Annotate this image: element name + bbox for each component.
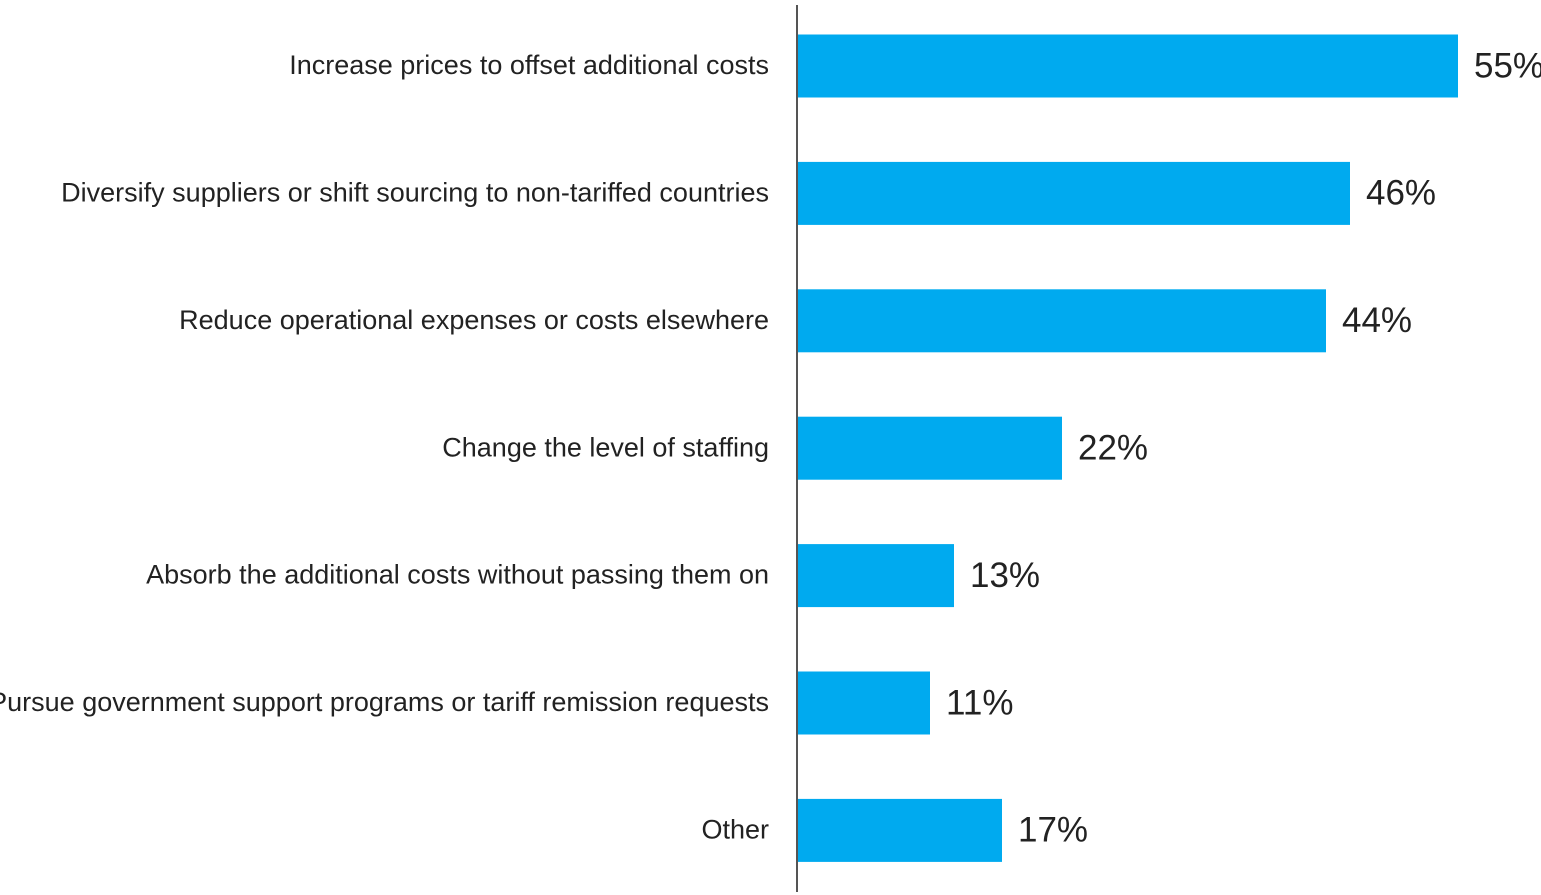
value-label: 22% xyxy=(1078,428,1148,467)
category-label: Pursue government support programs or ta… xyxy=(0,687,769,717)
value-label: 55% xyxy=(1474,46,1541,85)
bar xyxy=(798,161,1350,225)
value-label: 46% xyxy=(1366,174,1436,213)
category-label: Other xyxy=(701,815,769,845)
category-label: Reduce operational expenses or costs els… xyxy=(179,305,769,335)
value-label: 17% xyxy=(1018,811,1088,850)
value-label: 11% xyxy=(946,683,1013,722)
bar xyxy=(798,34,1458,98)
bar xyxy=(798,798,1002,862)
value-label: 44% xyxy=(1342,301,1412,340)
bar xyxy=(798,289,1326,353)
category-label: Absorb the additional costs without pass… xyxy=(146,560,769,590)
value-label: 13% xyxy=(970,556,1040,595)
bar xyxy=(798,671,930,735)
bar xyxy=(798,416,1062,480)
category-label: Increase prices to offset additional cos… xyxy=(289,50,769,80)
bar xyxy=(798,544,954,608)
category-label: Diversify suppliers or shift sourcing to… xyxy=(61,178,769,208)
category-label: Change the level of staffing xyxy=(442,432,769,462)
